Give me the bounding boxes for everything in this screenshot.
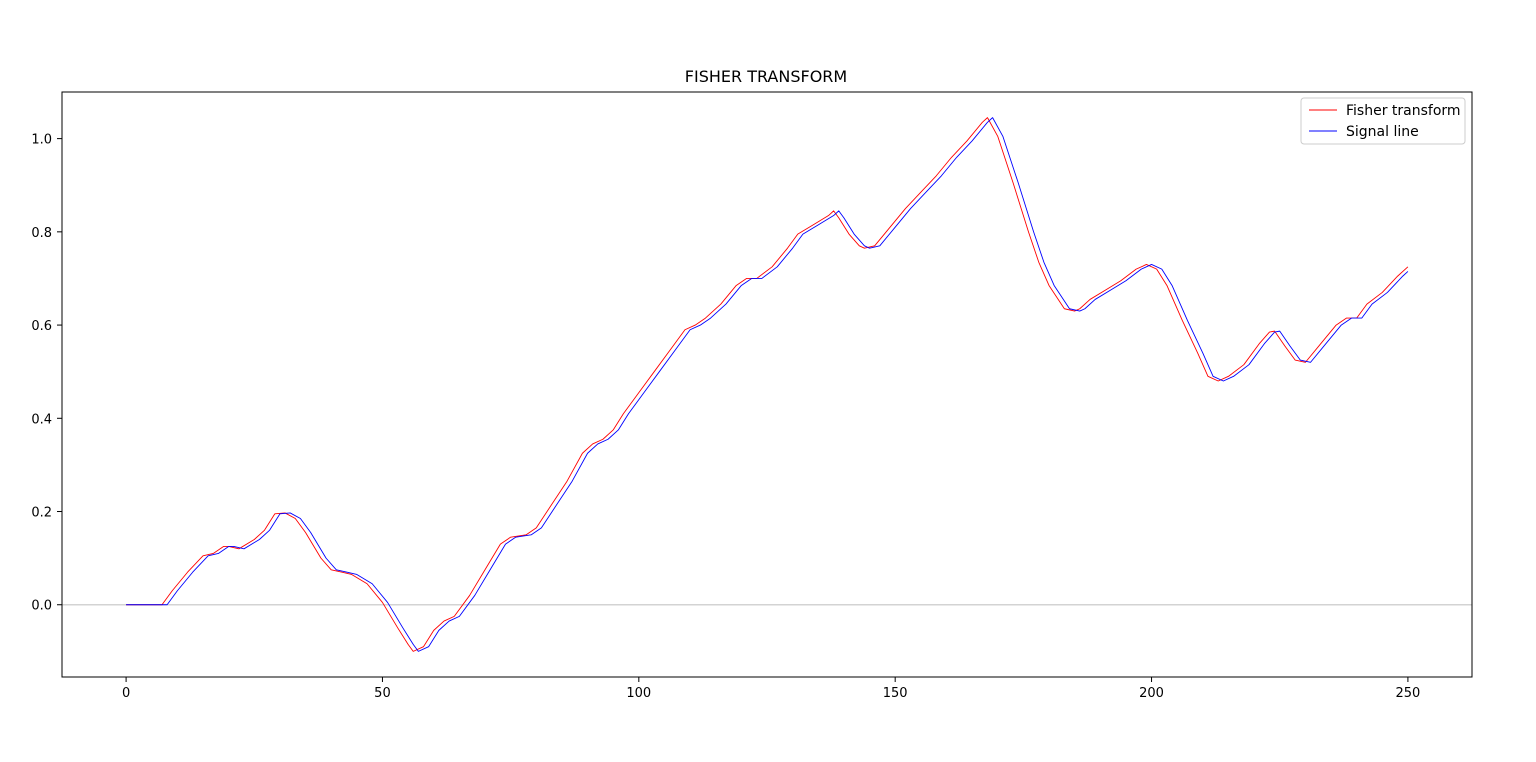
axes-frame	[61, 91, 1473, 678]
y-tick-label: 0.4	[31, 412, 52, 427]
x-tick-label: 150	[883, 686, 908, 701]
y-tick-label: 0.2	[31, 506, 52, 521]
series-line-0	[126, 117, 1409, 652]
chart-title: FISHER TRANSFORM	[685, 67, 847, 86]
legend-box	[1300, 97, 1466, 145]
x-axis: 0 50 100 150 200 250	[122, 677, 1420, 701]
y-tick-label: 0.0	[31, 599, 52, 614]
plot-area	[61, 91, 1473, 678]
x-tick-label: 200	[1139, 686, 1164, 701]
y-tick-label: 0.6	[31, 319, 52, 334]
legend: Fisher transform Signal line	[1300, 97, 1466, 145]
legend-label-1: Signal line	[1346, 124, 1419, 140]
y-axis: 0.0 0.2 0.4 0.6 0.8 1.0	[31, 133, 62, 614]
x-tick-label: 100	[626, 686, 651, 701]
y-tick-label: 1.0	[31, 133, 52, 148]
legend-label-0: Fisher transform	[1346, 103, 1461, 119]
series-line-1	[126, 117, 1409, 652]
x-tick-label: 50	[374, 686, 391, 701]
series-layer	[126, 117, 1409, 652]
x-tick-label: 0	[122, 686, 130, 701]
x-tick-label: 250	[1395, 686, 1420, 701]
y-tick-label: 0.8	[31, 226, 52, 241]
